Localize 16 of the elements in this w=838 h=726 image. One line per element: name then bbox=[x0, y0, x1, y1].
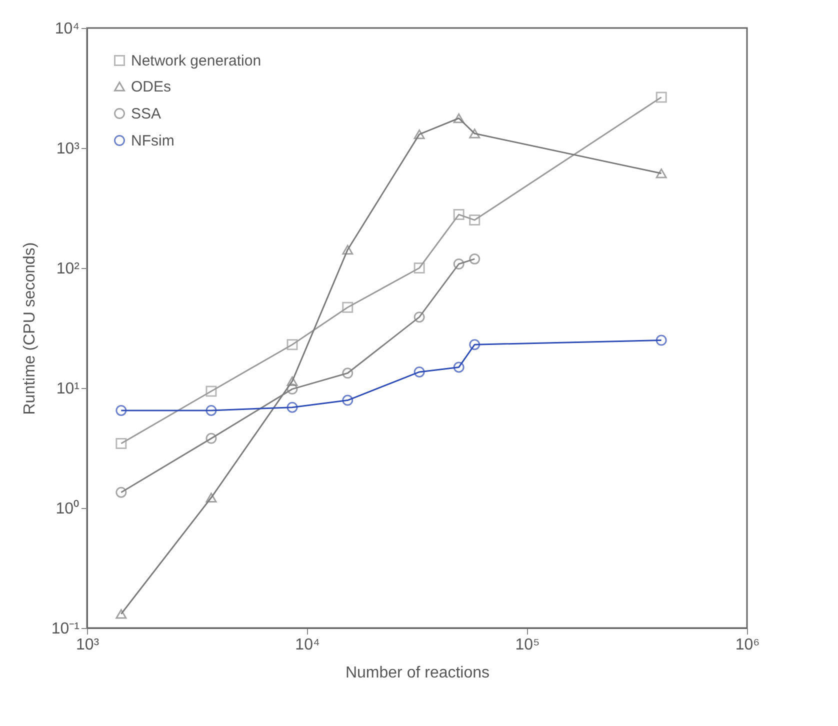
y-tick-label: 10⁰ bbox=[56, 500, 80, 518]
x-tick-label: 10⁴ bbox=[295, 636, 320, 654]
y-tick-label: 10³ bbox=[56, 140, 80, 158]
y-axis-title: Runtime (CPU seconds) bbox=[21, 242, 38, 415]
y-tick-label: 10² bbox=[56, 260, 80, 278]
x-tick-label: 10³ bbox=[76, 636, 100, 654]
y-tick-label: 10⁴ bbox=[54, 20, 80, 38]
x-axis-title: Number of reactions bbox=[345, 664, 490, 682]
x-tick-label: 10⁶ bbox=[735, 636, 760, 654]
y-tick-label: 10¹ bbox=[56, 380, 80, 398]
legend-label: Network generation bbox=[131, 52, 262, 70]
legend-label: NFsim bbox=[131, 132, 174, 150]
y-tick-label: 10⁻¹ bbox=[51, 620, 80, 638]
legend-label: ODEs bbox=[131, 78, 172, 96]
legend-label: SSA bbox=[131, 106, 162, 122]
x-tick-label: 10⁵ bbox=[515, 636, 540, 654]
